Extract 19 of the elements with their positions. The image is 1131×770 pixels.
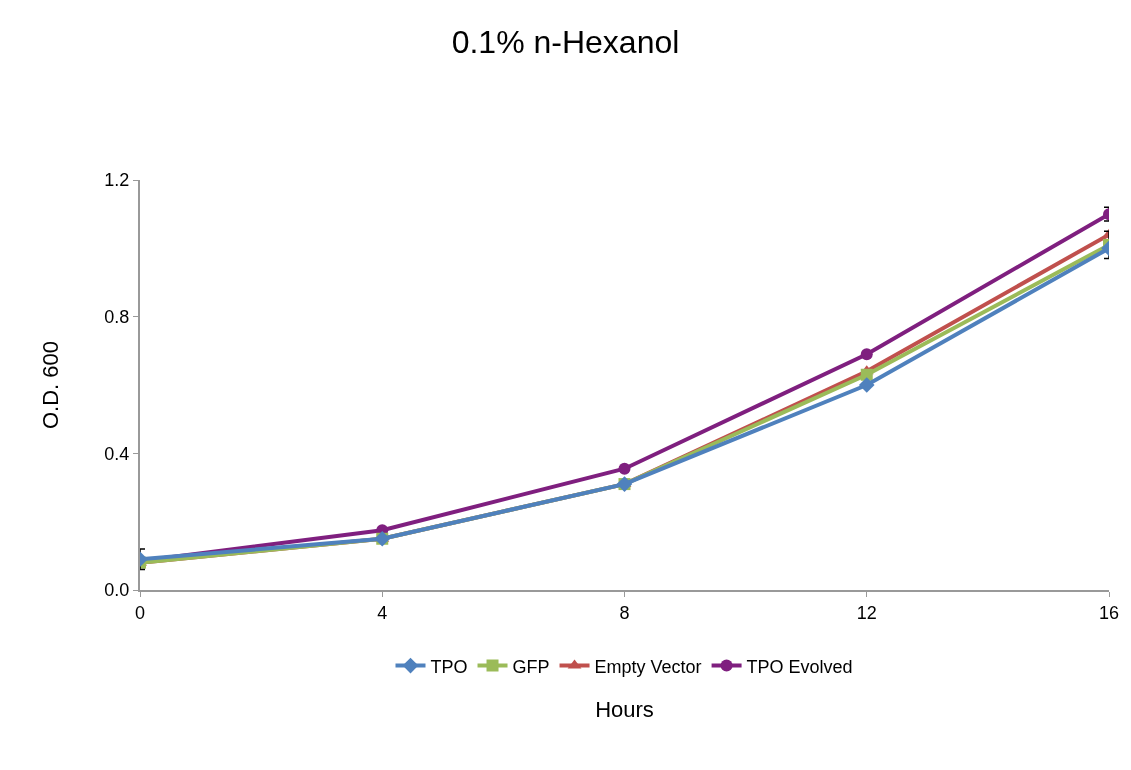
x-tick-label: 0	[134, 602, 146, 623]
y-tick-label: 0.8	[104, 306, 130, 327]
chart-title: 0.1% n-Hexanol	[451, 24, 680, 61]
x-tick-label: 8	[619, 602, 630, 623]
legend-label: TPO Evolved	[746, 656, 853, 677]
point	[860, 348, 873, 361]
legend-label: TPO	[430, 656, 468, 677]
x-tick-label: 12	[856, 602, 877, 623]
x-tick-label: 4	[377, 602, 388, 623]
x-tick-label: 16	[1098, 602, 1120, 623]
y-tick-label: 0.4	[104, 443, 130, 464]
x-axis-title: Hours	[595, 697, 654, 722]
y-tick-label: 1.2	[104, 170, 130, 191]
y-tick-label: 0.0	[104, 580, 130, 601]
point	[618, 462, 631, 475]
point	[858, 377, 875, 393]
legend-label: GFP	[512, 656, 550, 677]
y-axis-title: O.D. 600	[37, 340, 63, 430]
legend-label: Empty Vector	[594, 656, 702, 677]
